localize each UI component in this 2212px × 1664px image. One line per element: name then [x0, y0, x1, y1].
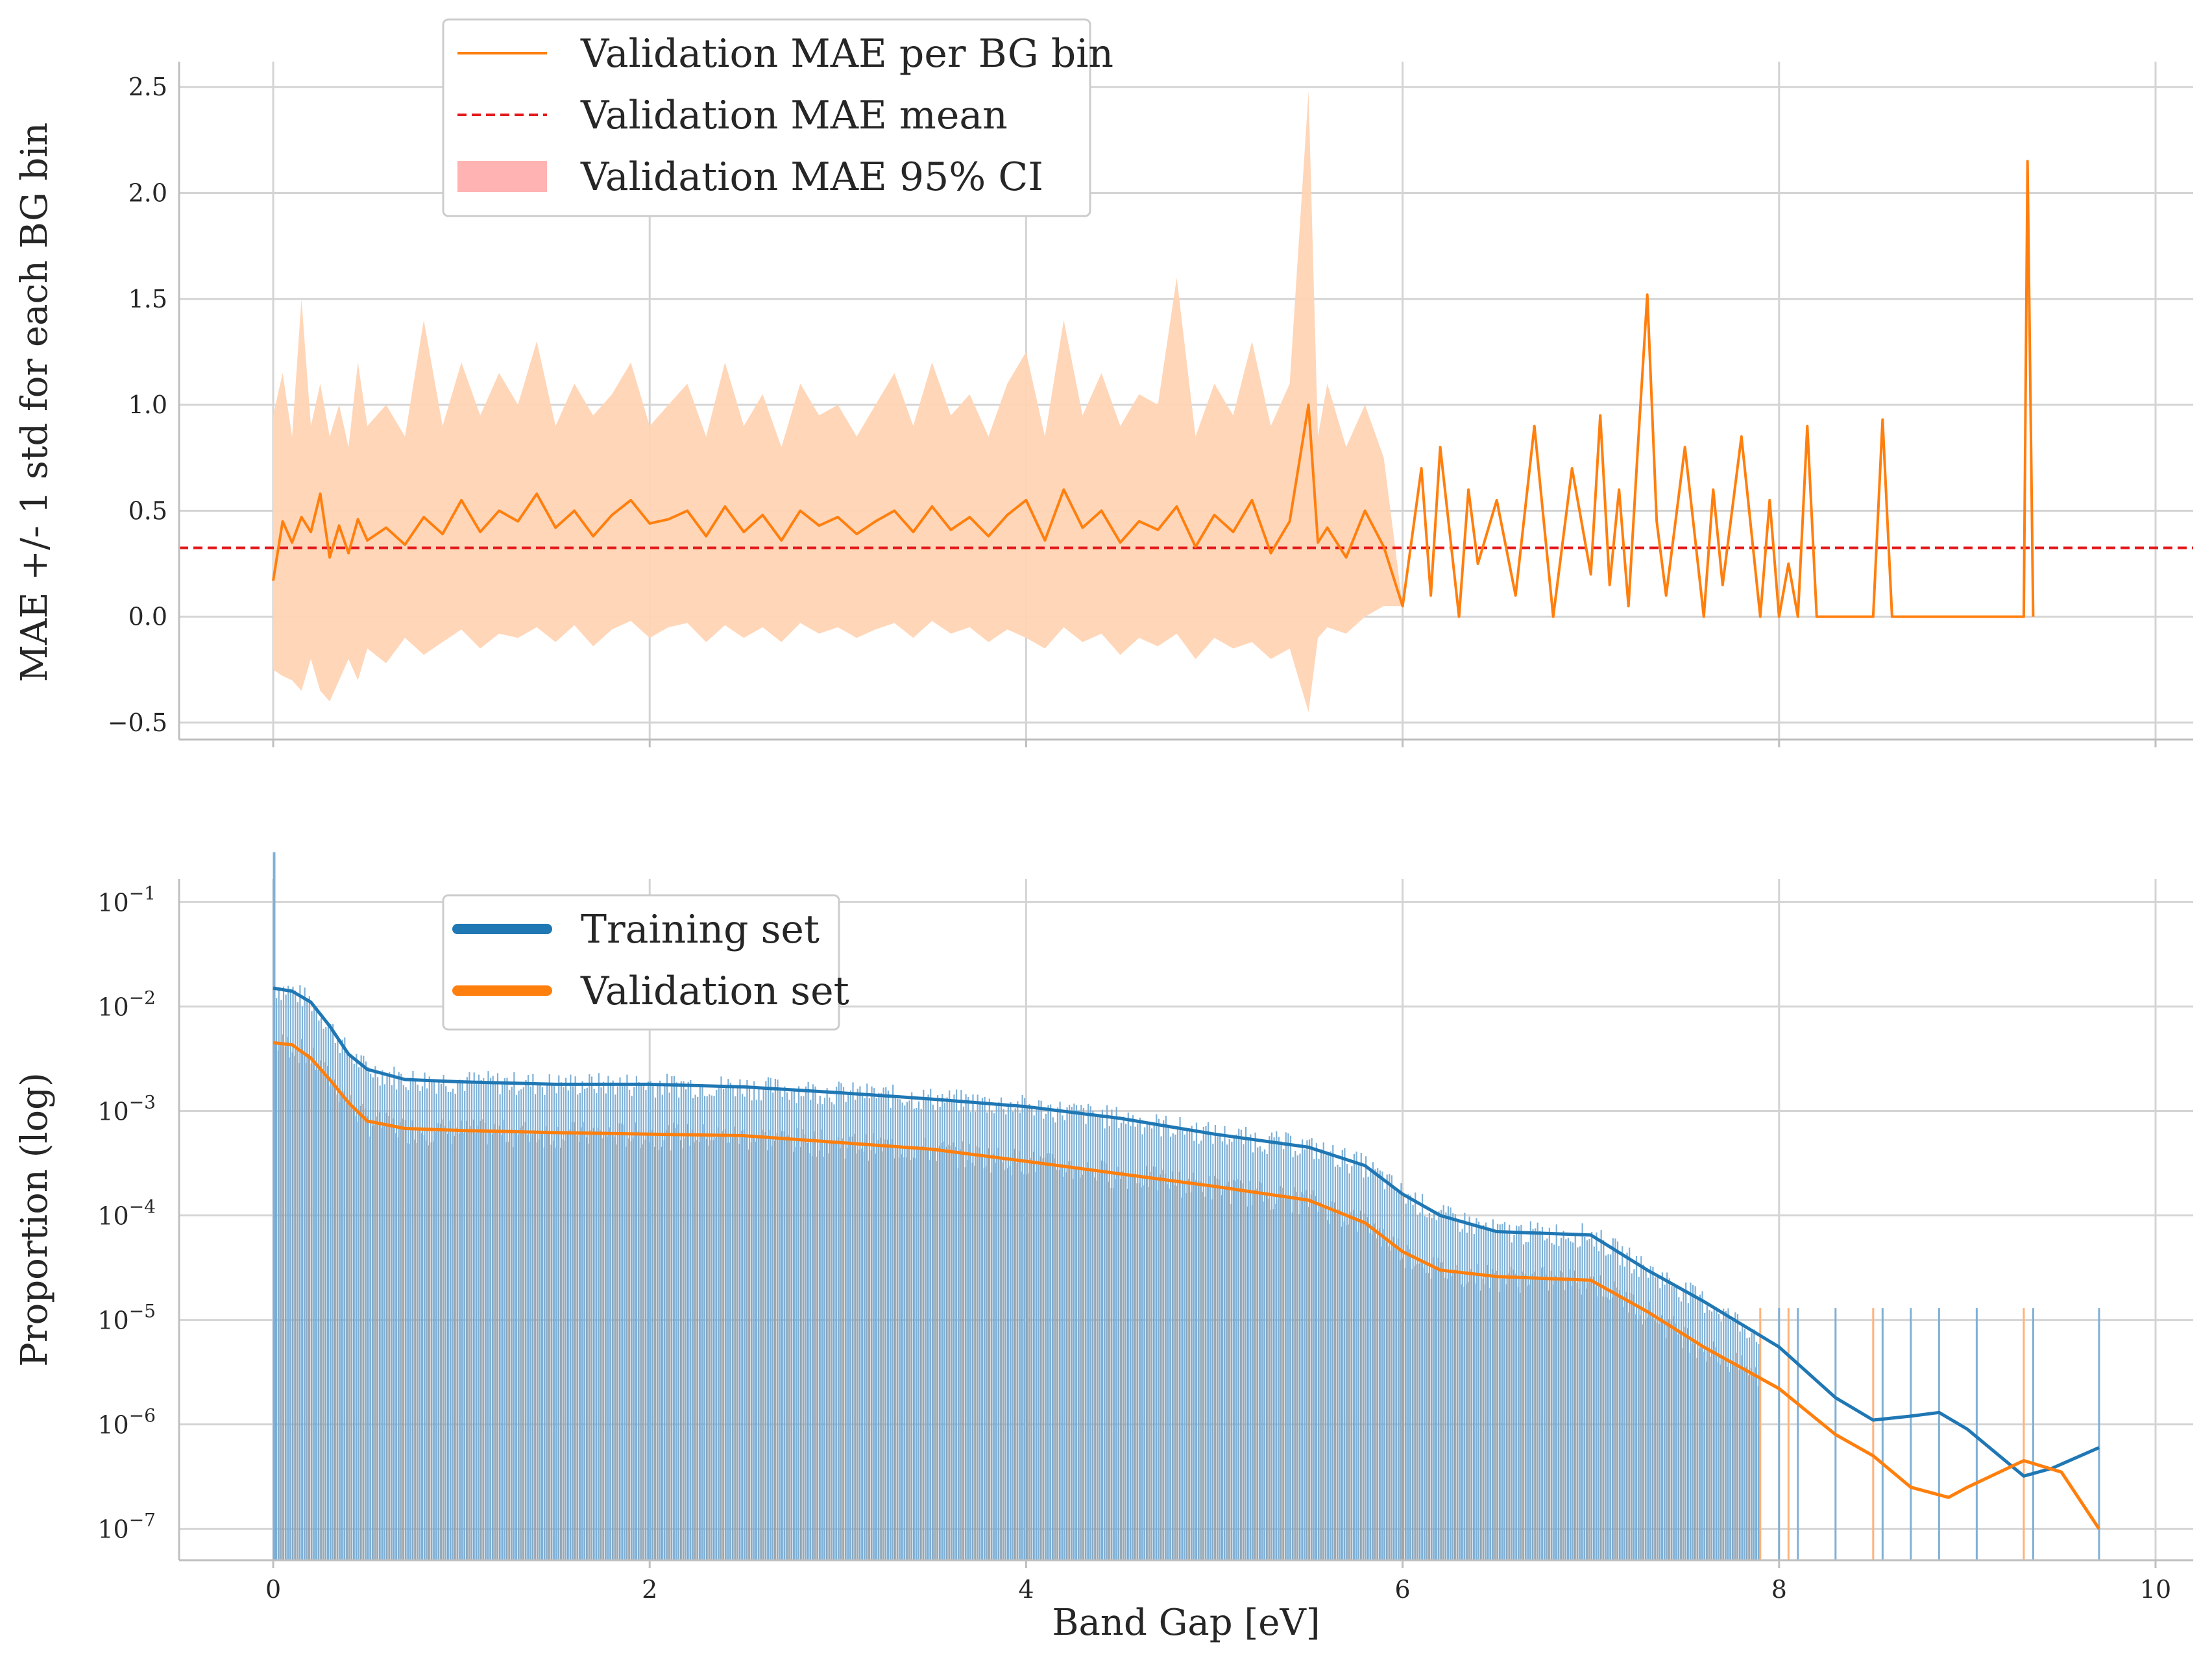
bottom-panel: 0 2 4 6 8 10 10−710−610−510−410−310−210−1 Pro… — [14, 852, 2193, 1644]
top-y-tick-label: 2.0 — [128, 178, 167, 207]
top-panel: −0.5 0.0 0.5 1.0 1.5 2.0 2.5 MAE +/- 1 std for… — [14, 18, 2193, 747]
top-legend: Validation MAE per BG bin Validation MAE… — [442, 18, 1113, 217]
bottom-y-axis-label: Proportion (log) — [14, 1072, 56, 1367]
bottom-x-tick-label: 10 — [2140, 1575, 2171, 1604]
top-y-axis-label: MAE +/- 1 std for each BG bin — [14, 123, 56, 682]
bottom-y-tick-label: 10−2 — [97, 987, 156, 1021]
bottom-x-tick-label: 0 — [265, 1575, 281, 1604]
top-spines — [178, 62, 2193, 741]
legend-label-ci: Validation MAE 95% CI — [580, 154, 1043, 200]
bottom-x-tick-label: 8 — [1771, 1575, 1787, 1604]
validation-kde-line — [273, 1041, 2101, 1530]
mae-series-line — [272, 160, 2035, 618]
bottom-x-tick-label: 2 — [642, 1575, 657, 1604]
bottom-x-ticks: 0 2 4 6 8 10 — [265, 1560, 2171, 1604]
top-x-ticks — [272, 740, 2157, 747]
ci-band-area — [273, 91, 2034, 712]
top-y-tick-label: 0.5 — [128, 496, 167, 525]
legend-patch-icon — [457, 161, 547, 192]
top-ci-band — [273, 91, 2034, 712]
top-legend-box — [442, 18, 1091, 217]
bottom-x-tick-label: 4 — [1018, 1575, 1034, 1604]
training-kde-line — [273, 986, 2100, 1478]
bottom-x-tick-label: 6 — [1395, 1575, 1411, 1604]
x-axis-label: Band Gap [eV] — [1052, 1602, 1320, 1644]
bottom-y-tick-label: 10−5 — [97, 1301, 156, 1335]
bottom-y-tick-label: 10−7 — [97, 1510, 156, 1544]
legend-label-validation: Validation set — [580, 969, 849, 1014]
top-y-tick-label: 0.0 — [128, 603, 167, 631]
bottom-histogram — [273, 852, 2100, 1560]
top-y-tick-label: 1.5 — [128, 285, 167, 313]
legend-label-training: Training set — [581, 907, 820, 952]
bottom-legend: Training set Validation set — [442, 894, 849, 1031]
bottom-y-tick-label: 10−4 — [97, 1196, 156, 1231]
top-y-ticks: −0.5 0.0 0.5 1.0 1.5 2.0 2.5 — [108, 73, 167, 737]
top-y-tick-label: −0.5 — [108, 708, 167, 737]
legend-label-mae-per-bin: Validation MAE per BG bin — [580, 31, 1113, 77]
bottom-y-ticks: 10−710−610−510−410−310−210−1 — [97, 882, 156, 1543]
legend-label-mae-mean: Validation MAE mean — [580, 93, 1008, 138]
bottom-kde-lines — [273, 986, 2101, 1530]
top-y-tick-label: 1.0 — [128, 391, 167, 419]
top-mae-line — [272, 160, 2035, 618]
bottom-spines — [178, 879, 2193, 1562]
top-y-tick-label: 2.5 — [128, 73, 167, 101]
